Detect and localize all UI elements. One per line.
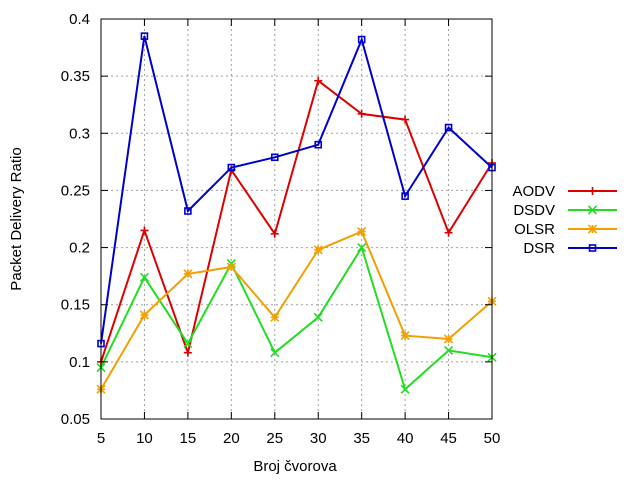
x-tick-label: 45 [440,430,457,447]
series-line-dsdv [100,245,493,392]
data-point-dsr [184,207,192,215]
data-point-aodv [444,228,453,237]
x-tick-label: 5 [97,430,105,447]
data-point-olsr [400,331,410,341]
series-layer [96,32,497,394]
x-tick-label: 30 [310,430,327,447]
grid-layer [101,19,492,419]
x-tick-label: 40 [397,430,414,447]
x-tick-label: 10 [136,430,153,447]
data-point-dsr [357,35,366,44]
legend-marker [588,244,597,252]
data-point-dsdv [357,243,367,253]
legend-label: AODV [512,183,555,200]
x-axis-title: Broj čvorova [253,458,337,475]
x-tick-label: 15 [180,430,197,447]
series-dsr [97,32,496,348]
data-point-dsdv [400,384,410,394]
data-point-olsr [270,312,280,322]
x-tick-label: 50 [484,430,501,447]
legend-marker [587,224,598,234]
plot-frame [100,18,493,420]
legend-item-olsr: OLSR [514,221,617,238]
y-tick-label: 0.2 [69,240,90,257]
legend-label: DSR [523,240,555,257]
y-tick-label: 0.4 [69,11,90,28]
y-tick-label: 0.1 [69,354,90,371]
data-point-dsr [314,140,323,149]
x-tick-label: 20 [223,430,240,447]
data-point-aodv [314,76,323,85]
y-tick-label: 0.25 [61,182,90,199]
data-point-dsr [401,192,409,200]
y-tick-label: 0.15 [61,297,90,314]
legend-item-aodv: AODV [512,183,617,200]
data-point-olsr [443,334,454,344]
y-tick-label: 0.3 [69,125,90,142]
data-point-dsdv [443,345,454,355]
data-point-dsr [227,163,236,172]
data-point-dsdv [183,339,193,349]
data-point-olsr [313,245,323,255]
legend: AODV DSDV OLSR DSR [512,183,617,257]
data-point-aodv [270,229,279,238]
data-point-dsr [270,153,279,162]
y-axis-title: Packet Delivery Ratio [8,147,25,290]
data-point-aodv [140,226,149,235]
x-tick-label: 25 [266,430,283,447]
data-point-dsr [140,32,149,40]
x-tick-label: 35 [353,430,370,447]
y-tick-label: 0.35 [61,68,90,85]
data-point-olsr [183,269,193,279]
y-tick-label: 0.05 [61,411,90,428]
series-line-aodv [100,79,493,363]
data-point-aodv [183,348,192,357]
data-point-aodv [401,115,410,124]
tick-layer: 0.05 0.1 0.15 0.2 0.25 0.3 0.35 0.4 5 10 15 20 25 30 3… [61,11,501,447]
data-point-olsr [357,227,367,237]
series-aodv [97,76,496,366]
data-point-olsr [139,310,150,320]
data-point-dsr [444,123,453,132]
legend-item-dsr: DSR [523,240,617,257]
data-point-dsdv [270,348,280,358]
legend-label: DSDV [513,202,555,219]
series-olsr [96,227,497,394]
legend-marker [588,187,597,195]
legend-marker [587,205,598,215]
series-line-dsr [100,35,493,344]
data-point-olsr [226,262,236,272]
data-point-dsdv [139,272,150,282]
legend-label: OLSR [514,221,555,238]
data-point-dsdv [313,312,323,322]
data-point-aodv [357,109,366,118]
series-line-olsr [100,230,493,390]
legend-item-dsdv: DSDV [513,202,617,219]
